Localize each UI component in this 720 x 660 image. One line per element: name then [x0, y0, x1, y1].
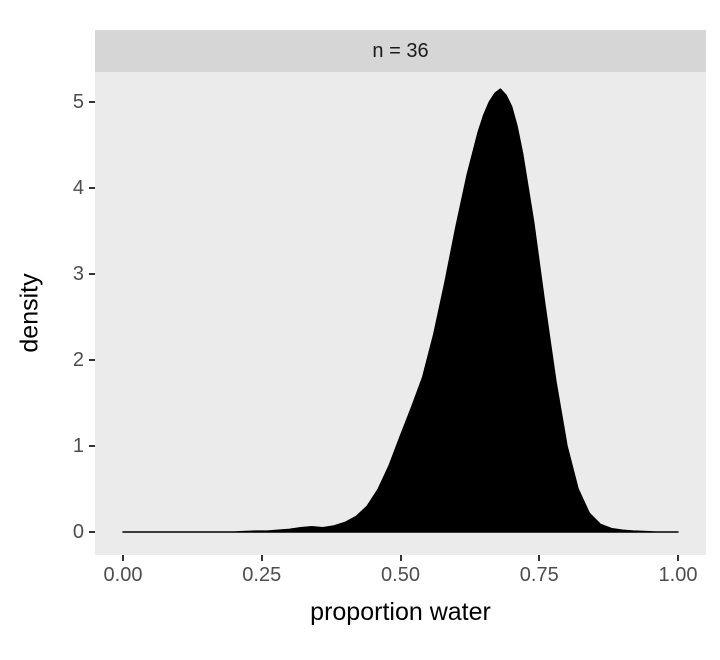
y-axis-title: density — [15, 273, 44, 353]
y-tick-mark — [89, 531, 95, 533]
y-tick-mark — [89, 359, 95, 361]
x-tick-label: 0.75 — [519, 564, 559, 586]
y-tick-mark — [89, 101, 95, 103]
density-area — [122, 88, 679, 533]
x-tick-label: 0.00 — [103, 564, 143, 586]
x-tick-mark — [399, 555, 402, 561]
plot-panel — [95, 72, 706, 555]
x-tick-mark — [260, 555, 263, 561]
y-tick-label: 3 — [72, 263, 84, 285]
x-tick-label: 0.25 — [242, 564, 282, 586]
y-tick-mark — [89, 187, 95, 189]
x-tick-mark — [122, 555, 124, 561]
x-tick-label: 0.50 — [381, 564, 420, 586]
x-axis-title: proportion water — [310, 598, 491, 626]
y-tick-label: 5 — [72, 91, 84, 113]
x-tick-mark — [677, 555, 679, 561]
y-tick-label: 2 — [72, 349, 84, 371]
y-tick-label: 4 — [72, 177, 84, 199]
x-tick-label: 1.00 — [658, 564, 698, 586]
y-tick-mark — [89, 273, 95, 275]
facet-strip: n = 36 — [95, 30, 706, 72]
y-tick-label: 0 — [72, 521, 84, 543]
facet-strip-label: n = 36 — [372, 39, 429, 62]
y-tick-label: 1 — [72, 435, 84, 457]
x-tick-mark — [538, 555, 541, 561]
density-curve-canvas — [122, 88, 679, 533]
y-tick-mark — [89, 445, 95, 447]
